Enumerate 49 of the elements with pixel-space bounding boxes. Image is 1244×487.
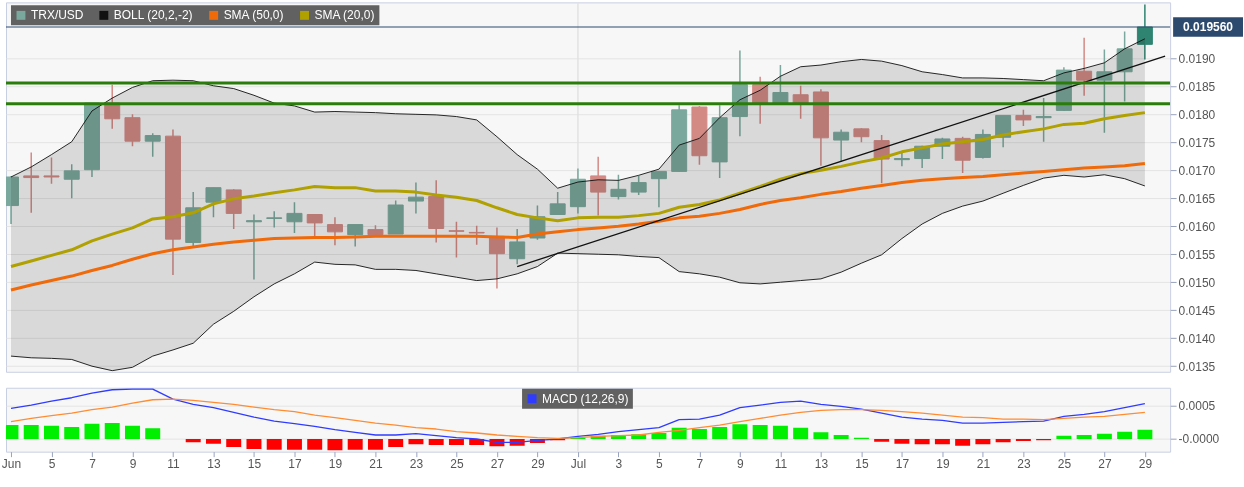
x-tick-label: 29 — [1138, 457, 1153, 472]
x-tick-label: 7 — [89, 457, 97, 472]
x-tick-label: 11 — [167, 457, 181, 472]
x-tick-label: 19 — [328, 457, 343, 472]
y-tick-label: 0.0160 — [1178, 219, 1216, 234]
x-tick-label: 23 — [409, 457, 424, 472]
legend-label: SMA (50,0) — [223, 8, 284, 23]
x-tick-label: 27 — [490, 457, 505, 472]
x-tick-label: 7 — [696, 457, 704, 472]
x-tick-label: 25 — [1057, 457, 1072, 472]
x-tick-label: 19 — [936, 457, 950, 472]
ref-line-label: 0.019560 — [1183, 20, 1234, 34]
legend-label: BOLL (20,2,-2) — [113, 8, 193, 23]
y-tick-label: 0.0150 — [1178, 275, 1216, 290]
x-tick-label: 5 — [48, 457, 56, 472]
x-tick-label: Jul — [570, 457, 587, 472]
y-tick-label: 0.0170 — [1178, 163, 1216, 178]
x-tick-label: 9 — [129, 457, 137, 472]
x-tick-label: 5 — [656, 457, 664, 472]
y-tick-label: 0.0155 — [1178, 247, 1216, 262]
x-tick-label: Jun — [1, 457, 22, 472]
x-tick-label: 17 — [895, 457, 910, 472]
x-tick-label: 29 — [531, 457, 545, 472]
legend-label: SMA (20,0) — [314, 8, 375, 23]
y-tick-label: 0.0175 — [1178, 135, 1216, 150]
legend-label: MACD (12,26,9) — [542, 391, 629, 406]
x-tick-label: 15 — [855, 457, 869, 472]
x-tick-label: 11 — [774, 457, 788, 472]
x-tick-label: 3 — [615, 457, 623, 472]
y-tick-label: 0.0140 — [1178, 331, 1216, 346]
legend-label: TRX/USD — [30, 8, 84, 23]
x-tick-label: 21 — [369, 457, 383, 472]
x-tick-label: 27 — [1098, 457, 1112, 472]
x-tick-label: 21 — [976, 457, 991, 472]
x-tick-label: 23 — [1017, 457, 1031, 472]
y-tick-label: 0.0165 — [1178, 191, 1216, 206]
y-tick-label: 0.0135 — [1178, 359, 1216, 374]
x-tick-label: 15 — [247, 457, 262, 472]
x-tick-label: 17 — [288, 457, 302, 472]
y-tick-label: 0.0180 — [1178, 107, 1216, 122]
x-tick-label: 13 — [814, 457, 829, 472]
x-tick-label: 9 — [737, 457, 745, 472]
y-tick-label: 0.0185 — [1178, 79, 1216, 94]
y-tick-label: 0.0145 — [1178, 303, 1216, 318]
y-tick-label: 0.0190 — [1178, 51, 1216, 66]
x-tick-label: 25 — [450, 457, 464, 472]
y-tick-label: 0.0005 — [1178, 399, 1216, 414]
y-tick-label: -0.0000 — [1178, 432, 1220, 447]
x-tick-label: 13 — [207, 457, 221, 472]
